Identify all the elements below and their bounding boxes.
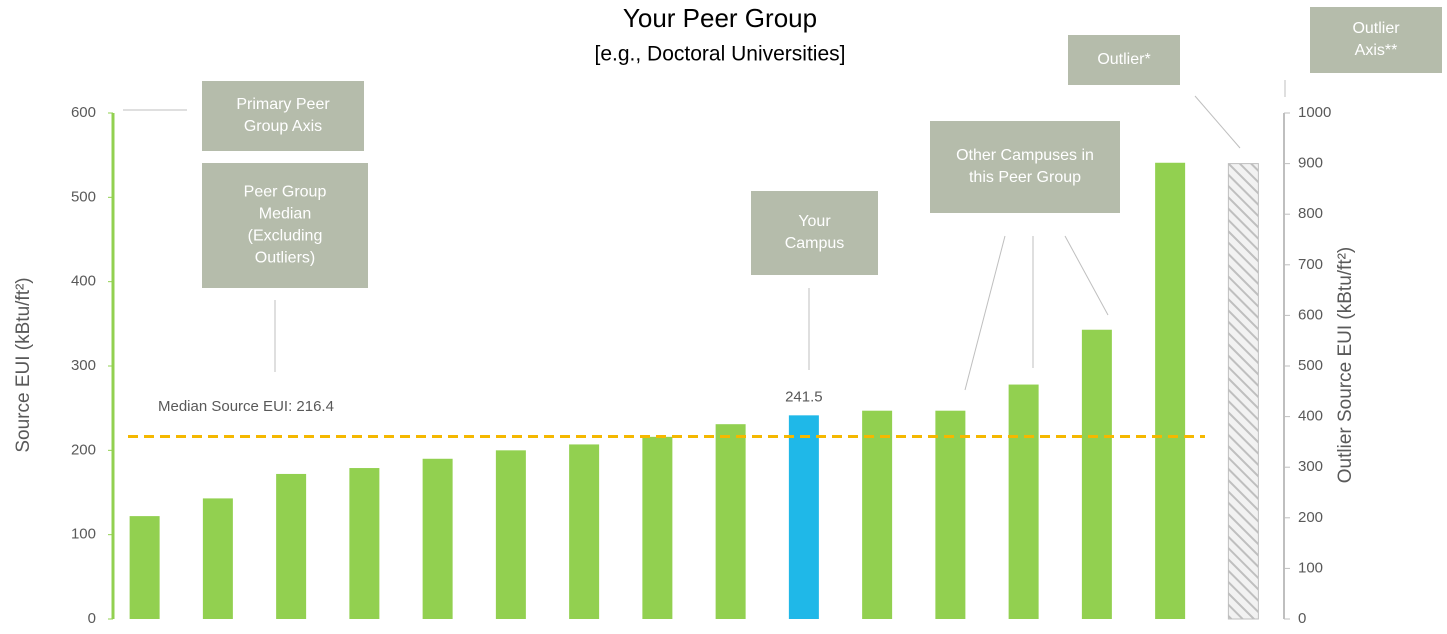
y2-tick-label: 1000 <box>1298 104 1331 121</box>
y2-tick-label: 300 <box>1298 458 1323 475</box>
bar <box>642 436 673 619</box>
annotation-box <box>751 191 878 275</box>
bar <box>1155 162 1186 620</box>
y2-tick-label: 900 <box>1298 155 1323 172</box>
bar <box>1008 384 1039 619</box>
bar <box>935 410 966 619</box>
median-label: Median Source EUI: 216.4 <box>158 398 334 415</box>
bar <box>715 424 746 619</box>
chart-title: Your Peer Group <box>623 3 817 33</box>
leader-lines <box>123 80 1286 391</box>
y-tick-label: 0 <box>88 610 96 627</box>
annotation-text: Peer Group <box>244 184 327 201</box>
annotation-text: Group Axis <box>244 118 322 135</box>
bar <box>862 410 893 619</box>
annotation-box <box>1068 35 1180 85</box>
bar <box>569 444 600 619</box>
chart-subtitle: [e.g., Doctoral Universities] <box>595 43 846 66</box>
bar <box>1081 329 1112 619</box>
y2-tick-label: 200 <box>1298 509 1323 526</box>
annotation-box <box>1310 7 1442 73</box>
y2-tick-label: 700 <box>1298 256 1323 273</box>
y2-tick-label: 0 <box>1298 610 1306 627</box>
annotation-text: Axis** <box>1355 42 1398 59</box>
y2-tick-label: 600 <box>1298 306 1323 323</box>
annotation-text: Median <box>259 206 311 223</box>
bar <box>276 473 307 619</box>
bar <box>1227 163 1259 620</box>
annotation-text: Other Campuses in <box>956 147 1094 164</box>
annotation-box <box>202 163 368 288</box>
y-tick-label: 100 <box>71 526 96 543</box>
y-tick-label: 200 <box>71 441 96 458</box>
bar <box>349 468 380 619</box>
y-tick-label: 300 <box>71 357 96 374</box>
annotation-text: Your <box>798 213 831 230</box>
bar <box>788 415 819 619</box>
y-tick-label: 600 <box>71 104 96 121</box>
y-tick-label: 400 <box>71 273 96 290</box>
y2-tick-label: 800 <box>1298 205 1323 222</box>
annotation-text: (Excluding <box>248 228 323 245</box>
annotation-box <box>202 81 364 151</box>
y-axis-label: Source EUI (kBtu/ft²) <box>13 277 34 452</box>
bar <box>422 458 453 619</box>
annotation-text: this Peer Group <box>969 169 1081 186</box>
y2-tick-label: 100 <box>1298 559 1323 576</box>
annotation-text: Outlier* <box>1097 51 1150 68</box>
annotation-text: Outlier <box>1352 20 1400 37</box>
bar <box>202 498 233 619</box>
annotation-text: Campus <box>785 235 845 252</box>
y2-axis-label: Outlier Source EUI (kBtu/ft²) <box>1335 247 1356 484</box>
y-tick-label: 500 <box>71 188 96 205</box>
annotation-text: Outliers) <box>255 250 315 267</box>
bar <box>495 450 526 619</box>
bar <box>129 516 160 619</box>
y2-tick-label: 500 <box>1298 357 1323 374</box>
annotation-text: Primary Peer <box>236 96 330 113</box>
y2-tick-label: 400 <box>1298 408 1323 425</box>
data-label: 241.5 <box>785 388 823 405</box>
annotation-box <box>930 121 1120 213</box>
